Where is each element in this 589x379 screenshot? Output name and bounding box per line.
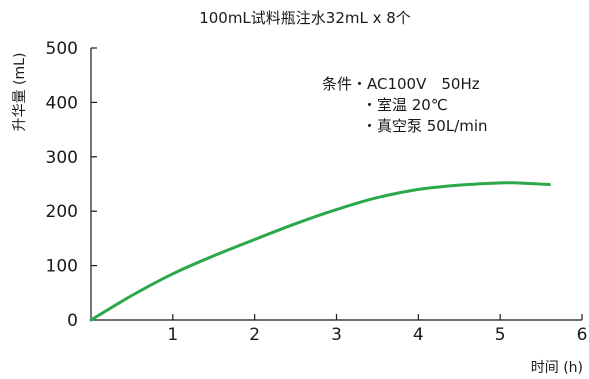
condition-line-2: ・室温 20℃ xyxy=(362,96,448,114)
condition-line-3: ・真空泵 50L/min xyxy=(362,117,488,135)
x-tick-labels: 1 2 3 4 5 6 xyxy=(167,325,587,345)
x-tick-label: 4 xyxy=(413,325,424,345)
x-tick-label: 1 xyxy=(167,325,178,345)
condition-line-1: 条件・AC100V 50Hz xyxy=(322,75,480,93)
x-tick-label: 3 xyxy=(331,325,342,345)
y-tick-label: 500 xyxy=(46,39,78,59)
x-axis-label: 时间 (h) xyxy=(531,360,583,376)
chart-title: 100mL试料瓶注水32mL x 8个 xyxy=(199,9,411,27)
y-tick-label: 400 xyxy=(46,93,78,113)
axes xyxy=(90,47,583,321)
y-tick-label: 300 xyxy=(46,148,78,168)
y-tick-label: 200 xyxy=(46,202,78,222)
x-tick-label: 5 xyxy=(495,325,506,345)
y-tick-label: 0 xyxy=(67,311,78,331)
x-tick-label: 2 xyxy=(249,325,260,345)
y-axis-label: 升华量 (mL) xyxy=(12,53,28,132)
x-tick-label: 6 xyxy=(577,325,588,345)
y-tick-labels: 0 100 200 300 400 500 xyxy=(46,39,78,331)
y-tick-label: 100 xyxy=(46,257,78,277)
conditions-note: 条件・AC100V 50Hz ・室温 20℃ ・真空泵 50L/min xyxy=(322,75,488,135)
series-line xyxy=(89,181,551,322)
